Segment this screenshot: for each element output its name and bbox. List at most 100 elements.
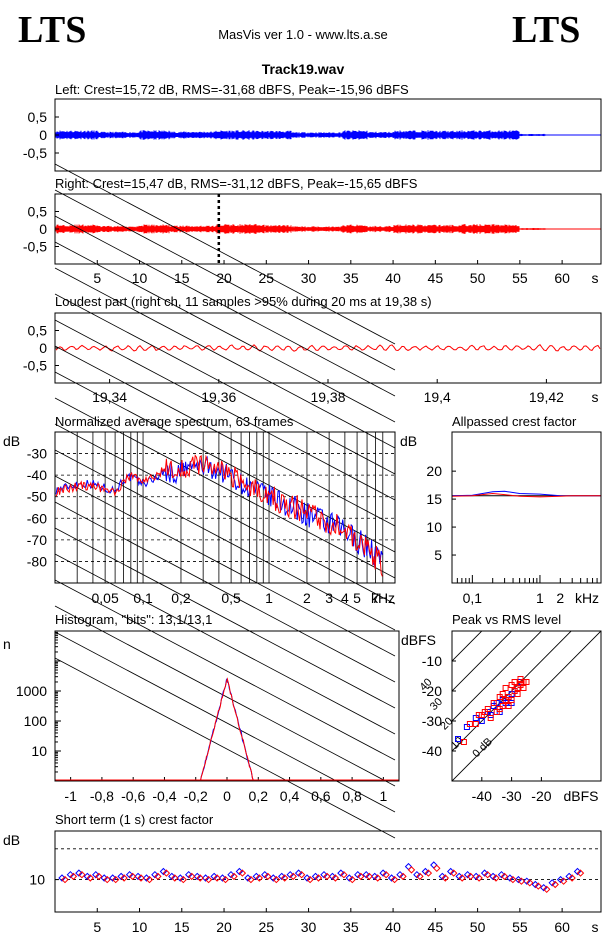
spectrum-slope-line [54, 293, 396, 475]
shortcrest-point-right [458, 874, 466, 882]
x-tick-label: -0,2 [184, 788, 208, 804]
x-tick-label: 40 [385, 919, 401, 935]
shortcrest-point-right [103, 875, 111, 884]
shortcrest-title: Short term (1 s) crest factor [55, 812, 214, 827]
shortcrest-point-right [331, 874, 340, 882]
shortcrest-point-right [348, 875, 357, 884]
shortcrest-point-right [264, 872, 272, 881]
x-tick-label: 55 [512, 919, 528, 935]
peakrms-point-right [505, 703, 512, 709]
x-tick-label: 0,4 [280, 788, 300, 804]
peakrms-point-left [455, 736, 461, 742]
x-tick-label: -0,6 [121, 788, 145, 804]
y-tick-label: -40 [27, 467, 47, 483]
x-tick-label: 1 [536, 590, 544, 606]
shortcrest-frame [54, 830, 602, 913]
shortcrest-point-right [61, 875, 69, 884]
shortcrest-point-right [78, 870, 86, 879]
peakrms-point-right [466, 721, 473, 727]
spectrum-slope-line [54, 657, 396, 839]
left-title: Left: Crest=15,72 dB, RMS=-31,68 dBFS, P… [55, 82, 409, 97]
shortcrest-point-right [69, 872, 78, 881]
y-tick-label: 0 [39, 340, 47, 356]
shortcrest-point-right [416, 872, 424, 881]
shortcrest-point-right [272, 875, 281, 884]
spectrum-slope-line [54, 527, 396, 709]
track-title: Track19.wav [261, 61, 345, 77]
x-tick-label: 19,42 [529, 389, 564, 405]
peakrms-point-right [523, 679, 530, 685]
spectrum-slope-line [54, 267, 396, 449]
shortcrest-point-right [204, 875, 213, 884]
shortcrest-point-right [568, 874, 576, 882]
shortcrest-point-right [357, 872, 365, 881]
x-tick-label: 19,34 [92, 389, 127, 405]
spectrum-title: Normalized average spectrum, 63 frames [55, 414, 294, 429]
histogram-title: Histogram, "bits": 13,1/13,1 [55, 612, 213, 627]
y-axis-label: n [3, 636, 11, 652]
peakrms-point-right [490, 700, 497, 706]
shortcrest-point-right [492, 874, 500, 882]
left-waveform-frame [54, 98, 602, 172]
x-tick-label: 1 [379, 788, 387, 804]
y-tick-label: 5 [434, 547, 442, 563]
x-tick-label: 3 [325, 590, 333, 606]
hist-trace-left [199, 677, 254, 782]
spectrum-grid [54, 163, 396, 839]
x-tick-label: 0,1 [133, 590, 153, 606]
spectrum-slope-line [54, 605, 396, 787]
peakrms-point-right [511, 679, 518, 685]
shortcrest-point-right [221, 875, 230, 884]
y-tick-label: 10 [426, 519, 442, 535]
crest-line [452, 631, 483, 662]
shortcrest-point-right [196, 874, 204, 882]
y-tick-label: -20 [422, 683, 442, 699]
y-tick-label: 10 [29, 872, 45, 888]
shortcrest-point-right [111, 875, 120, 884]
y-tick-label: 0 [39, 127, 47, 143]
shortcrest-point-right [247, 875, 255, 884]
y-tick-label: -50 [27, 489, 47, 505]
spectrum-slope-line [54, 397, 396, 579]
shortcrest-point-right [483, 870, 492, 879]
shortcrest-point-right [441, 874, 450, 882]
peakrms-point-right [499, 691, 506, 697]
shortcrest-point-right [500, 872, 509, 881]
x-unit-label: dBFS [563, 788, 598, 804]
y-axis-label: dB [400, 433, 417, 449]
crest-line-label: 10 [449, 735, 466, 752]
y-axis-label: dB [3, 832, 20, 848]
x-tick-label: 55 [512, 270, 528, 286]
spectrum-slope-line [54, 345, 396, 527]
logo-left: LTS [18, 9, 87, 51]
shortcrest-point-right [382, 870, 390, 879]
x-tick-label: 30 [301, 270, 317, 286]
peakrms-point-right [472, 721, 479, 727]
histogram-frame [54, 630, 400, 782]
right-title: Right: Crest=15,47 dB, RMS=-31,12 dBFS, … [55, 176, 418, 191]
y-tick-label: 0,5 [28, 109, 48, 125]
peakrms-point-right [484, 706, 491, 712]
x-tick-label: 15 [174, 919, 190, 935]
shortcrest-point-right [365, 872, 373, 881]
loudest-trace [55, 344, 601, 352]
x-tick-label: 0,2 [171, 590, 191, 606]
shortcrest-point-right [534, 882, 543, 890]
peakrms-point-right [508, 697, 515, 703]
spectrum-slope-line [54, 423, 396, 605]
x-tick-label: 45 [428, 270, 444, 286]
shortcrest-point-right [306, 875, 314, 884]
x-tick-label: -20 [531, 788, 551, 804]
spectrum-slope-line [54, 449, 396, 631]
shortcrest-point-right [128, 872, 137, 881]
hist-trace-right [199, 677, 254, 782]
y-tick-label: 1000 [16, 683, 47, 699]
x-tick-label: 50 [470, 919, 486, 935]
shortcrest-point-right [475, 874, 483, 882]
x-unit-label: kHz [371, 590, 395, 606]
peakrms-point-right [487, 715, 494, 721]
spectrum-slope-line [54, 241, 396, 423]
shortcrest-point-right [297, 870, 306, 879]
shortcrest-point-right [517, 877, 526, 885]
